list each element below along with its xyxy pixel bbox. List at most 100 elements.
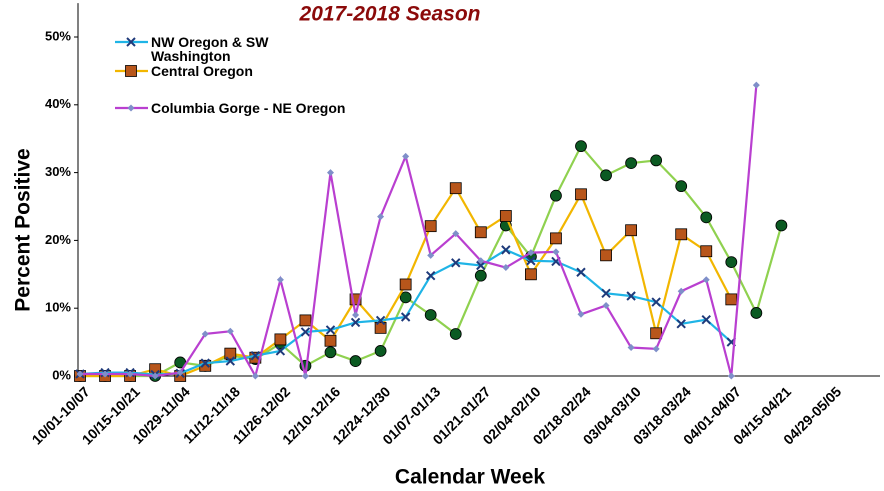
marker (550, 232, 562, 245)
legend-marker (127, 104, 135, 112)
marker (650, 154, 663, 167)
marker (126, 370, 134, 378)
marker (226, 327, 234, 335)
chart-title: 2017-2018 Season (299, 3, 481, 26)
marker (474, 269, 487, 282)
marker (76, 370, 84, 378)
marker (677, 287, 685, 295)
marker (301, 372, 309, 380)
marker (577, 310, 585, 318)
marker (425, 270, 436, 281)
marker (352, 311, 360, 319)
marker (375, 315, 386, 326)
marker (725, 256, 738, 268)
marker (349, 355, 362, 367)
marker (324, 334, 337, 347)
marker (552, 248, 560, 256)
marker (201, 330, 209, 338)
marker (250, 350, 261, 361)
x-axis-label: Calendar Week (395, 466, 545, 489)
marker (176, 369, 184, 377)
marker (576, 267, 586, 277)
y-tick-label: 30% (45, 164, 71, 179)
marker (600, 169, 612, 182)
marker (626, 291, 636, 301)
marker (652, 345, 660, 353)
marker (501, 245, 511, 255)
legend-marker (125, 65, 137, 77)
marker (476, 260, 486, 271)
legend-label: NW Oregon & SW Washington (151, 34, 269, 64)
marker (451, 258, 461, 268)
marker (702, 276, 710, 284)
marker (427, 251, 435, 259)
marker (225, 356, 236, 366)
marker (325, 325, 336, 335)
marker (399, 291, 412, 304)
marker (701, 315, 711, 325)
marker (327, 169, 334, 177)
marker (550, 189, 562, 202)
y-tick-label: 40% (45, 96, 71, 111)
y-tick-label: 10% (45, 300, 71, 315)
marker (300, 327, 311, 337)
marker (276, 276, 284, 284)
legend-label: Central Oregon (151, 63, 253, 79)
marker (775, 219, 788, 232)
marker (224, 347, 237, 360)
marker (502, 264, 510, 272)
marker (275, 346, 286, 356)
marker (350, 317, 361, 328)
series-line (80, 144, 783, 378)
marker (727, 372, 735, 380)
marker (449, 182, 462, 195)
marker (274, 333, 287, 346)
marker (527, 249, 535, 257)
marker (602, 301, 610, 309)
legend-label: Columbia Gorge - NE Oregon (151, 100, 346, 116)
marker (752, 81, 760, 89)
marker (675, 228, 688, 241)
marker (452, 230, 460, 238)
marker (349, 293, 362, 306)
marker (324, 346, 337, 359)
marker (477, 257, 485, 265)
marker (627, 344, 635, 352)
marker (101, 370, 109, 378)
marker (399, 278, 412, 291)
marker (374, 321, 387, 334)
series-line (79, 248, 733, 376)
marker (700, 211, 713, 224)
marker (151, 372, 159, 380)
legend-marker (126, 37, 136, 47)
series-line (80, 85, 758, 379)
marker (526, 256, 536, 266)
marker (700, 245, 713, 258)
marker (750, 307, 763, 319)
marker (600, 249, 612, 262)
marker (575, 140, 587, 153)
marker (575, 188, 587, 201)
marker (625, 224, 637, 237)
y-tick-label: 20% (45, 232, 71, 247)
marker (675, 180, 688, 193)
y-axis-label: Percent Positive (12, 148, 35, 311)
y-tick-label: 0% (52, 367, 71, 382)
marker (625, 157, 637, 170)
marker (474, 226, 487, 239)
marker (525, 268, 537, 281)
marker (377, 213, 385, 221)
marker (725, 293, 738, 306)
marker (251, 372, 259, 380)
marker (424, 309, 437, 321)
marker (299, 314, 312, 327)
marker (651, 297, 661, 307)
marker (650, 327, 663, 340)
marker (400, 312, 411, 322)
marker (402, 152, 410, 160)
marker (499, 210, 512, 222)
marker (676, 319, 686, 329)
marker (374, 345, 387, 357)
